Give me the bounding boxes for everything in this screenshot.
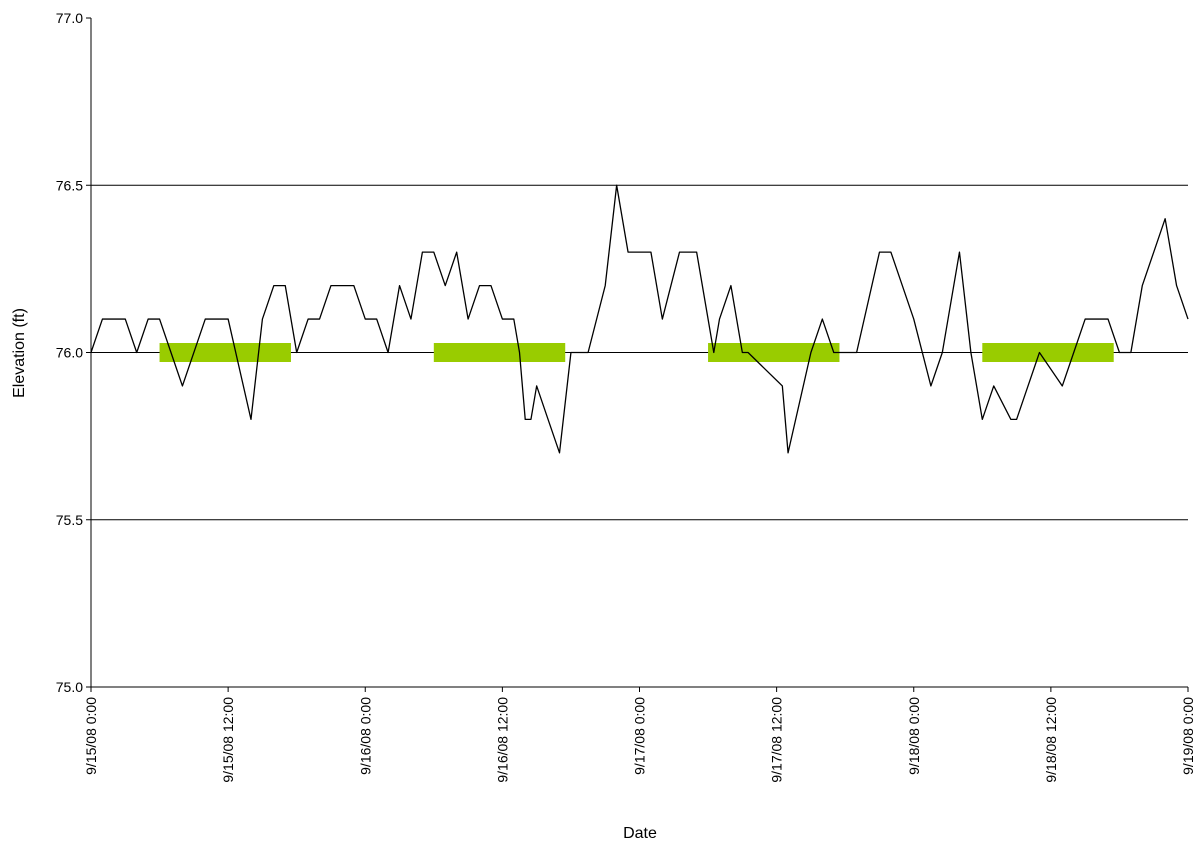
x-tick-label: 9/16/08 12:00 bbox=[494, 697, 510, 783]
x-tick-label: 9/18/08 0:00 bbox=[906, 697, 922, 775]
x-tick-label: 9/19/08 0:00 bbox=[1180, 697, 1196, 775]
x-tick-label: 9/18/08 12:00 bbox=[1043, 697, 1059, 783]
x-axis-label: Date bbox=[623, 825, 657, 842]
y-tick-label: 75.0 bbox=[56, 679, 83, 695]
x-tick-label: 9/17/08 12:00 bbox=[769, 697, 785, 783]
x-tick-label: 9/15/08 12:00 bbox=[220, 697, 236, 783]
y-tick-label: 76.0 bbox=[56, 345, 83, 361]
y-axis-label: Elevation (ft) bbox=[11, 308, 28, 398]
x-tick-label: 9/15/08 0:00 bbox=[83, 697, 99, 775]
y-tick-label: 77.0 bbox=[56, 10, 83, 26]
x-tick-label: 9/16/08 0:00 bbox=[357, 697, 373, 775]
y-tick-label: 75.5 bbox=[56, 512, 83, 528]
y-tick-label: 76.5 bbox=[56, 177, 83, 193]
x-tick-label: 9/17/08 0:00 bbox=[632, 697, 648, 775]
data-line bbox=[90, 184, 1189, 454]
